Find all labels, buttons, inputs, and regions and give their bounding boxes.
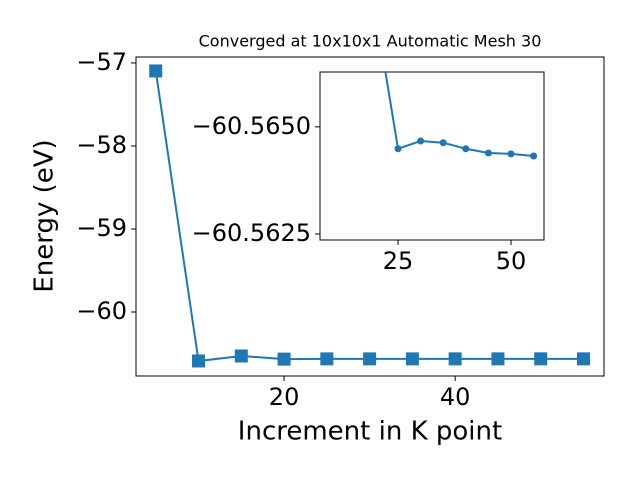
marker xyxy=(491,352,505,366)
series-line xyxy=(384,72,534,157)
marker xyxy=(507,150,515,158)
marker xyxy=(192,354,206,368)
marker xyxy=(320,352,334,366)
y-axis-label: Energy (eV) xyxy=(30,139,60,292)
plot-frame xyxy=(319,71,545,241)
y-tick-label: −59 xyxy=(76,214,127,242)
marker xyxy=(484,149,492,157)
y-tick-label: −57 xyxy=(76,48,127,76)
y-tick-label: −60.5625 xyxy=(192,219,311,247)
marker xyxy=(277,352,291,366)
x-tick-label: 20 xyxy=(269,383,300,411)
y-tick-label: −60.5650 xyxy=(192,112,311,140)
marker xyxy=(417,137,425,145)
marker xyxy=(462,145,470,153)
marker xyxy=(576,352,590,366)
marker xyxy=(534,352,548,366)
plot-area xyxy=(384,72,538,160)
marker xyxy=(448,352,462,366)
marker xyxy=(234,349,248,363)
marker xyxy=(149,64,163,78)
marker xyxy=(363,352,377,366)
plot-area xyxy=(149,64,590,368)
marker xyxy=(439,139,447,147)
y-tick-label: −60 xyxy=(76,297,127,325)
x-axis-label: Increment in K point xyxy=(238,417,502,447)
marker xyxy=(405,352,419,366)
y-tick-label: −58 xyxy=(76,131,127,159)
marker xyxy=(530,152,538,160)
x-tick-label: 40 xyxy=(440,383,471,411)
x-tick-label: 50 xyxy=(496,247,527,275)
chart-title: Converged at 10x10x1 Automatic Mesh 30 xyxy=(199,32,542,51)
marker xyxy=(394,145,402,153)
x-tick-label: 25 xyxy=(383,247,414,275)
